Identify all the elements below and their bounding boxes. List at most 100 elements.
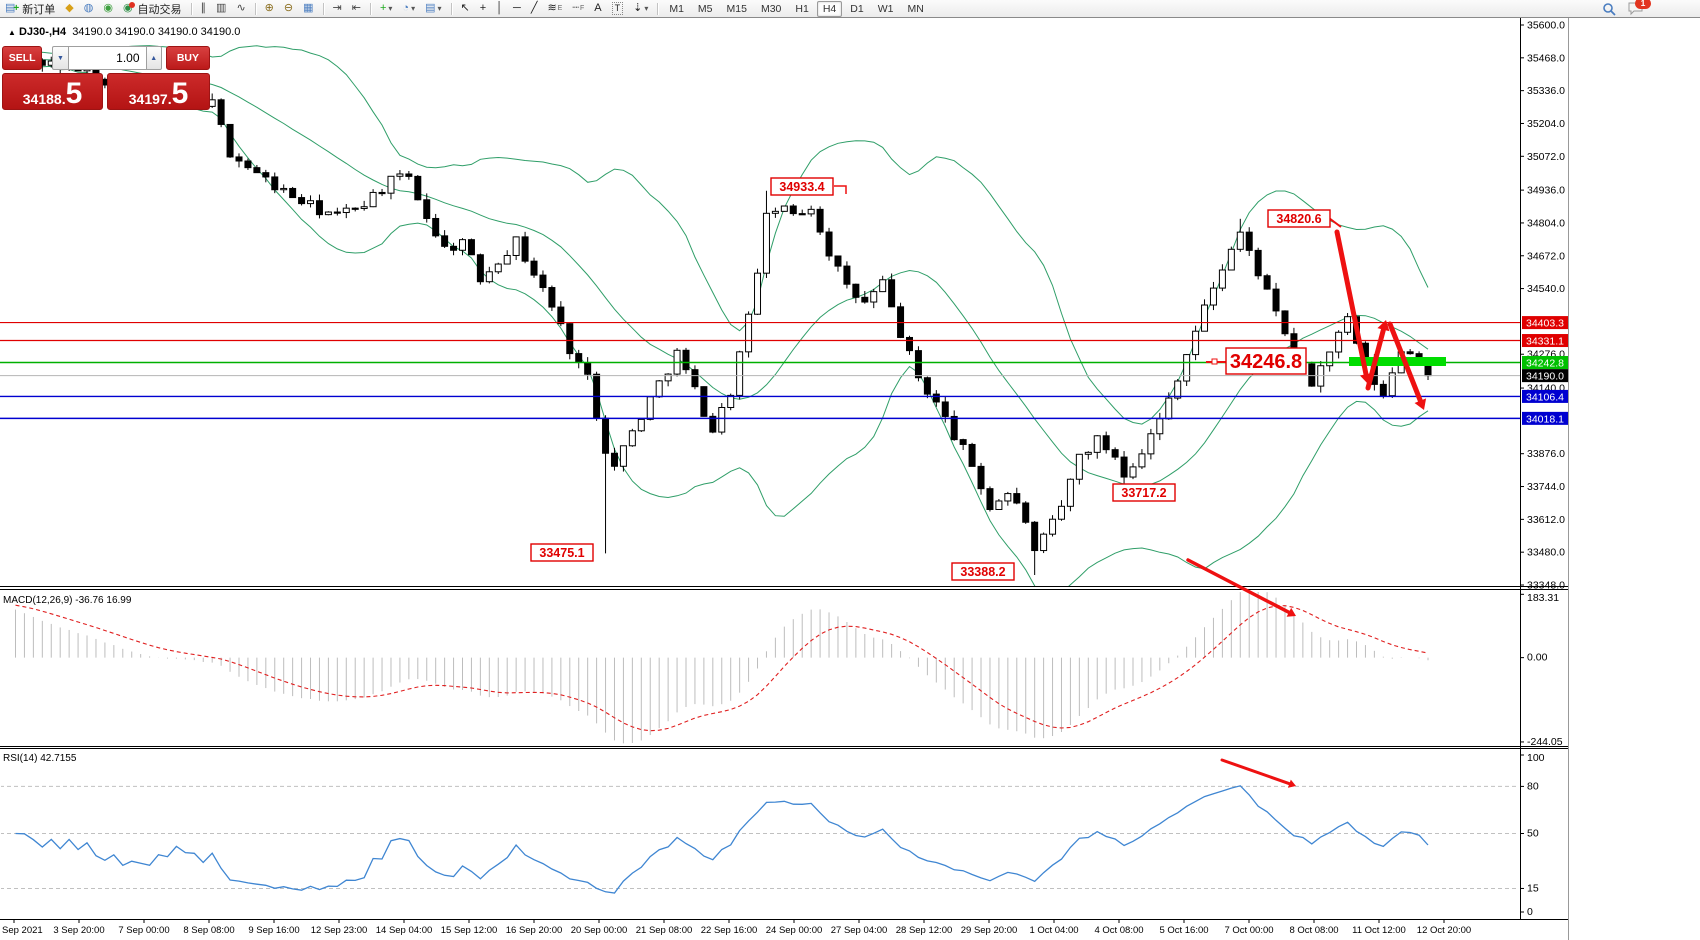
- text-icon[interactable]: A: [594, 2, 602, 14]
- candlestick: [1111, 447, 1119, 461]
- support-zone-bar[interactable]: [1349, 357, 1446, 366]
- candlestick: [432, 213, 440, 238]
- auto-scroll-icon[interactable]: ⇥: [332, 2, 342, 14]
- autotrade-button[interactable]: ◉ 自动交易: [122, 2, 182, 16]
- text-label-icon[interactable]: T: [608, 0, 628, 17]
- timeframe-h1[interactable]: H1: [795, 2, 809, 15]
- candlestick: [1272, 282, 1280, 317]
- price-tick-label: 33876.0: [1527, 448, 1565, 460]
- candlestick: [521, 231, 529, 264]
- search-icon[interactable]: [1602, 2, 1616, 16]
- buy-price[interactable]: 34197. 5: [107, 73, 210, 110]
- candlestick: [1013, 487, 1021, 505]
- timeframe-h4[interactable]: H4: [816, 0, 843, 17]
- candlestick: [1218, 264, 1226, 292]
- time-tick-label: 4 Oct 08:00: [1094, 925, 1143, 936]
- buy-button[interactable]: BUY: [165, 46, 210, 70]
- new-order-button[interactable]: ▤ + 新订单: [5, 2, 56, 16]
- candlestick: [315, 194, 323, 219]
- macd-tick-label: -244.05: [1527, 736, 1563, 748]
- rsi-arrow[interactable]: [1220, 758, 1296, 788]
- time-tick-label: 20 Sep 00:00: [571, 925, 628, 936]
- trend-arrow-down-2[interactable]: [1387, 321, 1427, 410]
- trendline-icon[interactable]: ╱: [530, 2, 538, 14]
- candlestick: [539, 270, 547, 292]
- price-tick-label: 33612.0: [1527, 514, 1565, 526]
- arrows-icon[interactable]: ⇣ ▾: [633, 2, 649, 14]
- time-tick-label: 7 Sep 00:00: [118, 925, 169, 936]
- candlestick: [351, 207, 359, 212]
- fibonacci-icon[interactable]: ┈ F: [572, 2, 585, 14]
- templates-button[interactable]: ▤ ▾: [425, 2, 442, 14]
- horizontal-line-icon[interactable]: ─: [513, 2, 521, 14]
- annotation-handle[interactable]: [1211, 358, 1218, 365]
- volume-increase-button[interactable]: ▲: [145, 46, 162, 70]
- candlestick: [324, 211, 332, 216]
- high-label[interactable]: 34933.4: [770, 177, 834, 196]
- candlestick: [584, 357, 592, 380]
- timeframe-d1[interactable]: D1: [850, 2, 864, 15]
- low-label[interactable]: 33475.1: [530, 543, 594, 562]
- equidistant-channel-icon[interactable]: ≋ E: [547, 2, 563, 14]
- price-tick-label: 34804.0: [1527, 217, 1565, 229]
- candlestick: [1129, 463, 1137, 480]
- macd-tick-label: 0.00: [1527, 652, 1548, 664]
- price-tick-label: 33480.0: [1527, 547, 1565, 559]
- chat-icon[interactable]: 1: [1628, 0, 1651, 16]
- candlestick: [566, 323, 574, 360]
- tile-windows-icon[interactable]: ▦: [303, 2, 314, 14]
- crosshair-icon[interactable]: +: [479, 2, 487, 14]
- sell-button[interactable]: SELL: [2, 46, 43, 70]
- line-chart-icon[interactable]: ∿: [236, 2, 246, 14]
- low-label[interactable]: 33388.2: [951, 562, 1015, 581]
- quote-line: ▲ DJ30-,H4 34190.0 34190.0 34190.0 34190…: [8, 26, 240, 38]
- svg-text:33388.2: 33388.2: [960, 565, 1005, 579]
- candlestick: [369, 189, 377, 208]
- chart-shift-icon[interactable]: ⇤: [351, 2, 361, 14]
- timeframe-m30[interactable]: M30: [760, 2, 782, 15]
- high-label[interactable]: 34820.6: [1267, 209, 1331, 228]
- toolbar-separator: [369, 2, 371, 15]
- vertical-line-icon[interactable]: │: [496, 2, 504, 14]
- trend-arrow-up[interactable]: [1365, 320, 1390, 391]
- svg-text:33717.2: 33717.2: [1121, 486, 1166, 500]
- macd-arrow[interactable]: [1186, 558, 1296, 617]
- zoom-in-icon[interactable]: ⊕: [264, 2, 274, 14]
- volume-input[interactable]: 1.00: [68, 46, 146, 70]
- candlestick: [1209, 281, 1217, 311]
- sell-price-dot: .: [61, 91, 66, 107]
- bar-chart-icon[interactable]: ∥: [200, 2, 207, 14]
- candlestick: [852, 283, 860, 304]
- timeframe-m15[interactable]: M15: [726, 2, 747, 15]
- time-tick-label: 21 Sep 08:00: [636, 925, 693, 936]
- zoom-out-icon[interactable]: ⊖: [283, 2, 294, 14]
- time-tick-label: Sep 2021: [2, 925, 43, 936]
- periods-button[interactable]: ◔ ▾: [402, 2, 416, 14]
- community-icon[interactable]: ◍: [83, 2, 94, 14]
- signal-icon[interactable]: ◉: [103, 2, 113, 14]
- style-icon[interactable]: ◆: [65, 2, 74, 14]
- candlestick: [485, 266, 493, 284]
- rsi-panel: [1, 785, 1519, 894]
- low-label[interactable]: 33717.2: [1112, 483, 1176, 502]
- cursor-icon[interactable]: ↖: [460, 2, 470, 14]
- candlestick: [1066, 478, 1074, 512]
- candlestick: [1254, 247, 1262, 280]
- price-tick-label: 35072.0: [1527, 151, 1565, 163]
- panel-frames: [0, 17, 1569, 940]
- timeframe-w1[interactable]: W1: [877, 2, 894, 15]
- candlestick: [870, 288, 878, 309]
- timeframe-m1[interactable]: M1: [669, 2, 684, 15]
- indicators-button[interactable]: + ▾: [379, 2, 393, 14]
- timeframe-mn[interactable]: MN: [907, 2, 924, 15]
- candlestick: [1406, 348, 1414, 355]
- macd-tick-label: 183.31: [1527, 592, 1559, 604]
- candlestick: [307, 195, 315, 208]
- key-level-label[interactable]: 34246.8: [1225, 347, 1307, 375]
- timeframe-m5[interactable]: M5: [697, 2, 713, 15]
- volume-decrease-button[interactable]: ▼: [52, 46, 69, 70]
- candle-chart-icon[interactable]: ▥: [216, 2, 227, 14]
- sell-price[interactable]: 34188. 5: [2, 73, 104, 110]
- time-tick-label: 15 Sep 12:00: [441, 925, 498, 936]
